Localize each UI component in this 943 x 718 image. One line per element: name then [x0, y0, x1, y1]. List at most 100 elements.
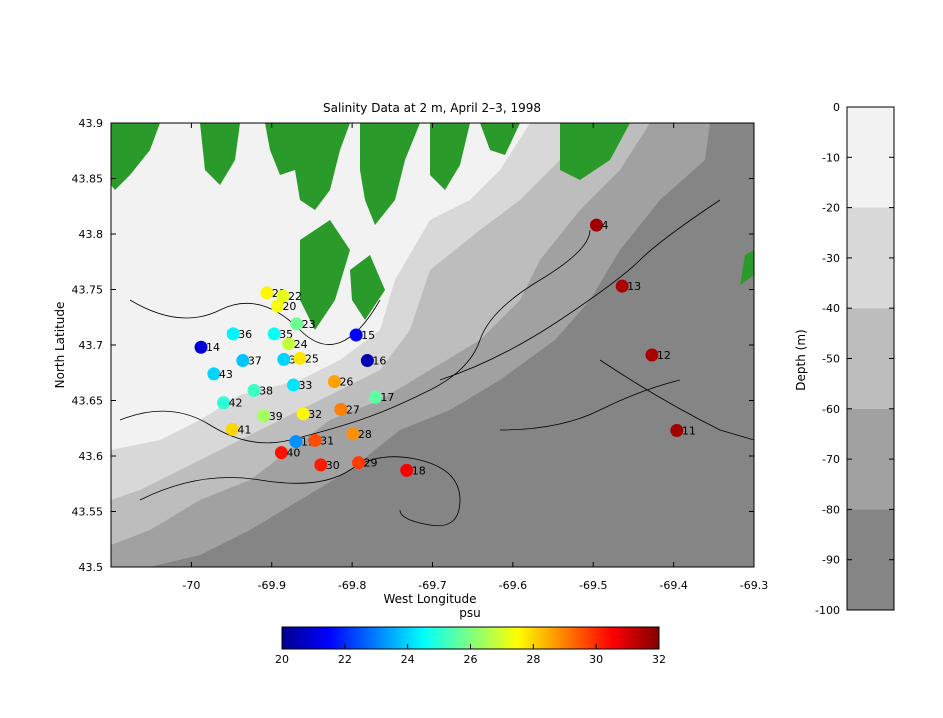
- x-axis-label: West Longitude: [384, 592, 477, 606]
- station-label: 29: [364, 457, 378, 470]
- depth-band: [847, 509, 894, 610]
- station-marker: [296, 407, 310, 421]
- station-label: 39: [269, 410, 283, 423]
- y-tick-label: 43.9: [79, 117, 104, 130]
- depth-tick-label: -50: [822, 353, 840, 366]
- colorbar-label: psu: [459, 606, 480, 620]
- station-label: 31: [320, 434, 334, 447]
- station-marker: [346, 427, 360, 441]
- station-marker: [360, 354, 374, 368]
- station-label: 38: [259, 385, 273, 398]
- depth-tick-label: -60: [822, 403, 840, 416]
- station-marker: [645, 348, 659, 362]
- station-label: 24: [294, 338, 308, 351]
- station-marker: [277, 352, 291, 366]
- y-tick-label: 43.5: [79, 561, 104, 574]
- x-tick-label: -70: [182, 579, 200, 592]
- station-marker: [615, 279, 629, 293]
- station-marker: [327, 375, 341, 389]
- depth-band: [847, 408, 894, 510]
- station-marker: [276, 289, 290, 303]
- station-label: 4: [601, 219, 608, 232]
- depth-band: [847, 308, 894, 409]
- station-label: 28: [358, 428, 372, 441]
- station-label: 30: [326, 459, 340, 472]
- station-marker: [334, 402, 348, 416]
- chart-title: Salinity Data at 2 m, April 2–3, 1998: [323, 101, 541, 115]
- station-marker: [226, 327, 240, 341]
- station-label: 33: [298, 379, 312, 392]
- colorbar-tick-label: 28: [526, 653, 540, 666]
- station-marker: [349, 328, 363, 342]
- depth-tick-label: -70: [822, 453, 840, 466]
- station-label: 11: [682, 424, 696, 437]
- colorbar-tick-label: 24: [401, 653, 415, 666]
- x-tick-label: -69.8: [338, 579, 366, 592]
- station-marker: [207, 367, 221, 381]
- depth-contour-lines: [119, 199, 754, 527]
- depth-tick-label: -80: [822, 503, 840, 516]
- colorbar-tick-label: 20: [275, 653, 289, 666]
- station-label: 27: [346, 403, 360, 416]
- station-marker: [670, 423, 684, 437]
- station-label: 26: [339, 376, 353, 389]
- depth-colorbar: 0 -10 -20 -30 -40 -50 -60 -70 -80 -90 -100: [815, 101, 895, 617]
- depth-tick-label: -20: [822, 202, 840, 215]
- station-label: 18: [412, 464, 426, 477]
- y-tick-label: 43.6: [79, 450, 104, 463]
- station-marker: [267, 327, 281, 341]
- station-label: 41: [237, 423, 251, 436]
- station-label: 32: [308, 408, 322, 421]
- y-tick-label: 43.75: [72, 284, 104, 297]
- station-marker: [274, 446, 288, 460]
- station-label: 13: [627, 280, 641, 293]
- station-label: 17: [380, 391, 394, 404]
- depth-bar-label: Depth (m): [794, 329, 808, 390]
- station-label: 16: [372, 355, 386, 368]
- depth-band: [847, 107, 894, 208]
- x-tick-label: -69.4: [659, 579, 687, 592]
- station-marker: [217, 396, 231, 410]
- y-tick-label: 43.65: [72, 395, 104, 408]
- colorbar-ticks: 20 22 24 26 28 30 32: [275, 644, 666, 666]
- depth-tick-label: -30: [822, 252, 840, 265]
- station-label: 36: [238, 328, 252, 341]
- station-marker: [282, 337, 296, 351]
- station-marker: [289, 435, 303, 449]
- colorbar-tick-label: 26: [464, 653, 478, 666]
- station-marker: [400, 463, 414, 477]
- station-marker: [352, 456, 366, 470]
- y-tick-label: 43.8: [79, 228, 104, 241]
- colorbar-tick-label: 22: [338, 653, 352, 666]
- x-tick-label: -69.7: [418, 579, 446, 592]
- depth-tick-label: -90: [822, 554, 840, 567]
- colorbar-tick-label: 30: [589, 653, 603, 666]
- station-label: 43: [219, 368, 233, 381]
- x-tick-label: -69.3: [740, 579, 768, 592]
- station-marker: [290, 317, 304, 331]
- station-marker: [247, 384, 261, 398]
- station-label: 42: [229, 397, 243, 410]
- station-marker: [308, 433, 322, 447]
- colorbar-tick-label: 32: [652, 653, 666, 666]
- station-marker: [293, 351, 307, 365]
- x-tick-label: -69.6: [499, 579, 527, 592]
- depth-tick-label: -100: [815, 604, 840, 617]
- land-mass: [111, 123, 754, 330]
- station-marker: [286, 378, 300, 392]
- y-tick-label: 43.7: [79, 339, 104, 352]
- depth-tick-label: -40: [822, 302, 840, 315]
- station-marker: [368, 390, 382, 404]
- depth-tick-label: 0: [833, 101, 840, 114]
- station-label: 22: [288, 290, 302, 303]
- station-marker: [314, 458, 328, 472]
- bathymetry: [111, 123, 754, 567]
- station-marker: [260, 286, 274, 300]
- station-marker: [236, 354, 250, 368]
- depth-band: [847, 207, 894, 309]
- depth-tick-label: -10: [822, 151, 840, 164]
- x-axis: -70 -69.9 -69.8 -69.7 -69.6 -69.5 -69.4 -69.3: [182, 123, 768, 592]
- y-tick-label: 43.55: [72, 506, 104, 519]
